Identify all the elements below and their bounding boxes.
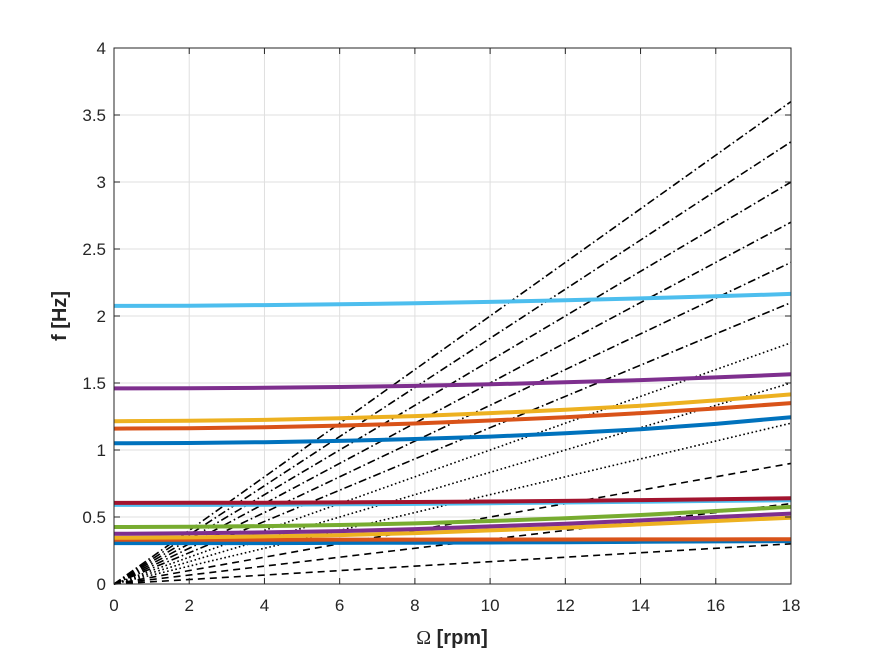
y-tick-label: 0.5 bbox=[82, 508, 106, 527]
x-tick-label: 14 bbox=[631, 596, 650, 615]
series-line-8 bbox=[113, 415, 792, 446]
excitation-line-9 bbox=[113, 221, 792, 585]
x-tick-label: 0 bbox=[109, 596, 118, 615]
x-tick-label: 18 bbox=[782, 596, 801, 615]
x-axis-label: Ω [rpm] bbox=[416, 627, 488, 649]
excitation-line-12 bbox=[113, 100, 792, 585]
x-tick-label: 12 bbox=[556, 596, 575, 615]
series-line-11 bbox=[113, 372, 792, 391]
series-line-12 bbox=[113, 291, 792, 308]
y-tick-label: 1 bbox=[97, 441, 106, 460]
excitation-line-3 bbox=[113, 462, 792, 585]
x-tick-label: 4 bbox=[260, 596, 269, 615]
series-line-1 bbox=[114, 539, 792, 546]
x-axis-label-symbol: Ω bbox=[416, 627, 431, 649]
excitation-line-1 bbox=[113, 543, 792, 585]
series-line-7 bbox=[113, 496, 792, 505]
excitation-line-5 bbox=[113, 382, 792, 585]
y-tick-label: 3 bbox=[97, 173, 106, 192]
y-tick-labels: 0 0.5 1 1.5 2 2.5 3 3.5 4 bbox=[82, 39, 106, 594]
series-line-10 bbox=[113, 392, 792, 424]
x-tick-label: 6 bbox=[335, 596, 344, 615]
x-axis-label-unit: [rpm] bbox=[431, 627, 488, 649]
series-line-3 bbox=[113, 515, 792, 540]
y-tick-label: 4 bbox=[97, 39, 106, 58]
x-tick-label: 16 bbox=[706, 596, 725, 615]
excitation-lines bbox=[113, 100, 792, 585]
series-line-5 bbox=[113, 504, 792, 529]
x-tick-label: 10 bbox=[481, 596, 500, 615]
y-tick-label: 2 bbox=[97, 307, 106, 326]
y-tick-label: 2.5 bbox=[82, 240, 106, 259]
y-tick-label: 3.5 bbox=[82, 106, 106, 125]
series-line-2 bbox=[114, 537, 792, 542]
excitation-line-4 bbox=[113, 422, 792, 585]
x-tick-labels: 0 2 4 6 8 10 12 14 16 18 bbox=[109, 596, 800, 615]
frequency-curves bbox=[113, 291, 792, 546]
ticks bbox=[113, 47, 792, 585]
y-tick-label: 1.5 bbox=[82, 374, 106, 393]
excitation-line-7 bbox=[113, 301, 792, 585]
y-tick-label: 0 bbox=[97, 575, 106, 594]
x-tick-label: 2 bbox=[184, 596, 193, 615]
series-line-4 bbox=[113, 511, 792, 536]
excitation-line-11 bbox=[113, 141, 792, 585]
excitation-line-10 bbox=[113, 181, 792, 585]
x-tick-label: 8 bbox=[410, 596, 419, 615]
y-axis-label: f [Hz] bbox=[49, 291, 71, 341]
series-line-9 bbox=[113, 401, 792, 431]
